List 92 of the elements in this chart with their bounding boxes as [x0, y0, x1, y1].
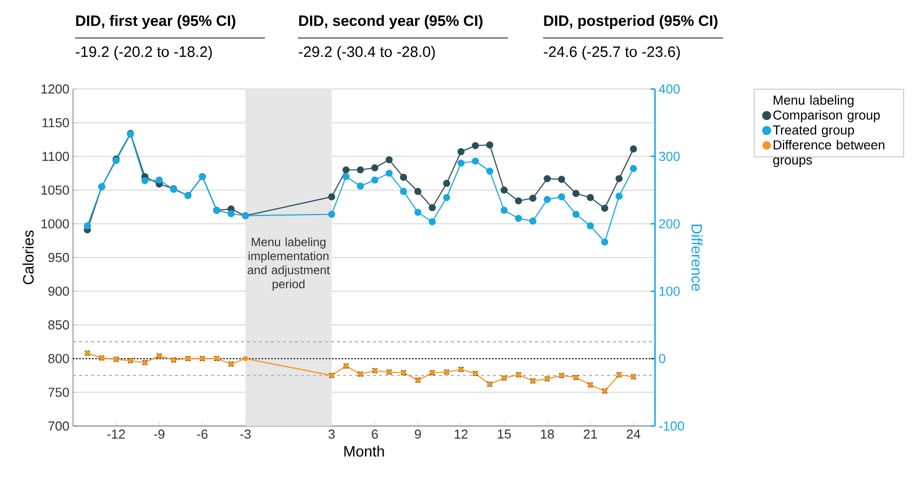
- point: [371, 164, 378, 172]
- y2-tick-label: 0: [659, 354, 666, 364]
- y-axis-title: Calories: [22, 230, 34, 284]
- point: [586, 194, 594, 202]
- text: -29.2 (-30.4 to -28.0): [298, 46, 435, 60]
- x-tick-label: -9: [154, 430, 164, 439]
- point: [572, 190, 580, 198]
- point: [630, 145, 638, 153]
- point: [141, 177, 148, 184]
- point: [486, 141, 494, 148]
- point: [457, 148, 465, 156]
- point: [156, 176, 163, 184]
- y2-tick-label: -100: [659, 421, 684, 431]
- point: [572, 210, 580, 218]
- y2-tick-label: 100: [660, 286, 680, 296]
- x-tick-label: 21: [584, 430, 597, 439]
- point: [529, 218, 536, 225]
- text: DID, first year (95% CI): [76, 15, 236, 29]
- point: [514, 214, 522, 222]
- y-tick-label: 850: [48, 320, 69, 330]
- point: [328, 210, 336, 218]
- point: [84, 222, 91, 230]
- x-tick-label: 9: [414, 430, 421, 439]
- point: [443, 180, 450, 187]
- x-tick-label: -12: [107, 430, 125, 439]
- point: [428, 218, 436, 226]
- x-tick-label: 18: [540, 430, 554, 439]
- text: -24.6 (-25.7 to -23.6): [544, 46, 680, 60]
- y-tick-label: 1200: [42, 84, 69, 94]
- point: [386, 156, 393, 164]
- y2-tick-label: 400: [658, 84, 680, 94]
- band-label: Menu labeling implementation and adjustment period: [248, 237, 330, 291]
- y-tick-label: 1050: [42, 185, 69, 195]
- point: [544, 196, 551, 204]
- y-tick-label: 750: [48, 388, 69, 397]
- y-tick-label: 1150: [42, 118, 69, 128]
- point: [544, 175, 551, 182]
- x-tick-label: 24: [626, 430, 640, 439]
- point: [400, 188, 408, 195]
- point: [558, 176, 566, 183]
- point: [486, 168, 494, 175]
- legend-label: Difference between groups: [773, 140, 884, 168]
- point: [342, 173, 350, 180]
- x-tick-label: 3: [328, 430, 335, 439]
- point: [500, 186, 508, 194]
- text: -19.2 (-20.2 to -18.2): [76, 46, 212, 60]
- y-tick-label: 950: [48, 252, 69, 262]
- y2-tick-label: 200: [659, 219, 680, 228]
- point: [616, 175, 623, 182]
- y-tick-label: 900: [48, 286, 69, 296]
- point: [558, 193, 566, 200]
- y2-axis-title: Difference: [691, 224, 702, 291]
- x-tick-label: -6: [197, 430, 208, 439]
- x-tick-label: -3: [240, 430, 251, 439]
- legend-label: Treated group: [772, 125, 854, 138]
- text: DID, second year (95% CI): [299, 15, 482, 29]
- x-axis-title: Month: [344, 446, 384, 457]
- point: [328, 193, 336, 200]
- point: [514, 197, 522, 204]
- point: [443, 194, 450, 202]
- point: [371, 176, 378, 184]
- point: [356, 182, 364, 190]
- point: [356, 166, 364, 174]
- text: DID, postperiod (95% CI): [544, 15, 718, 29]
- point: [601, 238, 608, 246]
- point: [400, 174, 408, 181]
- y-tick-label: 800: [48, 354, 69, 364]
- y-tick-label: 1000: [42, 219, 69, 228]
- point: [228, 210, 235, 218]
- legend-title: Menu labeling: [774, 95, 854, 108]
- y-tick-label: 700: [48, 421, 69, 431]
- point: [586, 222, 594, 230]
- point: [428, 204, 436, 212]
- point: [457, 160, 465, 167]
- point: [472, 158, 479, 165]
- x-tick-label: 15: [498, 430, 511, 439]
- point: [601, 204, 608, 212]
- point: [630, 164, 638, 172]
- y2-tick-label: 300: [659, 152, 680, 161]
- point: [414, 208, 422, 216]
- point: [414, 188, 422, 195]
- point: [242, 356, 248, 362]
- x-tick-label: 6: [372, 430, 378, 439]
- point: [472, 142, 479, 150]
- point: [616, 192, 623, 200]
- x-tick-label: 12: [454, 430, 468, 439]
- legend-label: Comparison group: [773, 110, 880, 122]
- point: [500, 206, 508, 214]
- point: [386, 170, 393, 177]
- y-tick-label: 1100: [42, 152, 69, 161]
- point: [529, 194, 536, 202]
- point: [342, 166, 350, 174]
